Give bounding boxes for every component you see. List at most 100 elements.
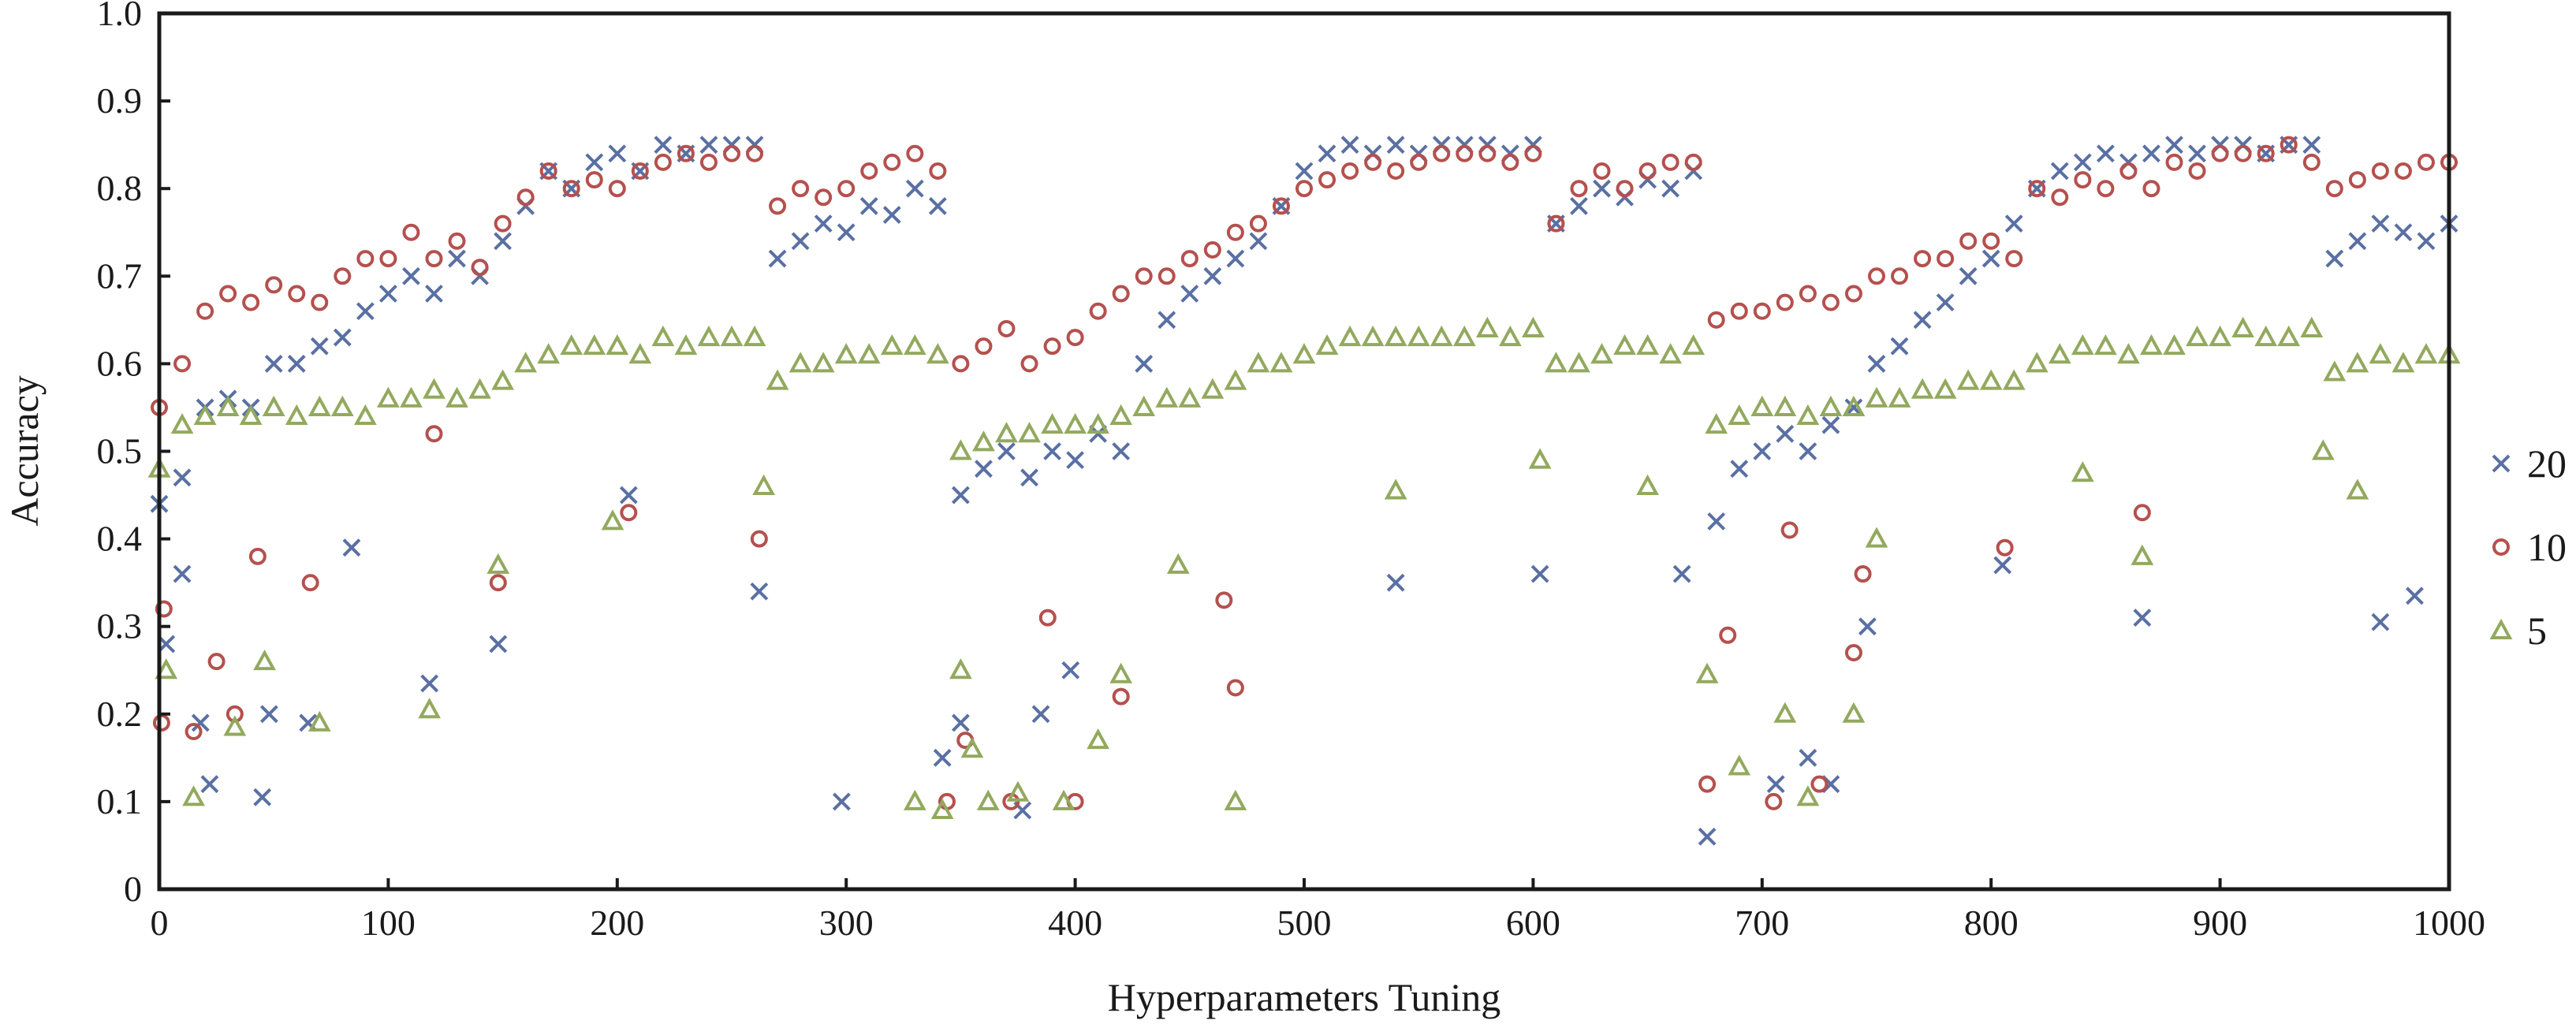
point-10 [288, 285, 306, 303]
point-10 [562, 180, 580, 198]
point-20 [356, 302, 375, 321]
point-20 [1993, 556, 2012, 575]
point-5 [1292, 343, 1316, 364]
point-5 [1865, 386, 1888, 408]
point-10 [425, 250, 443, 268]
point-20 [342, 538, 361, 557]
point-10 [1684, 153, 1702, 171]
point-20 [837, 223, 856, 242]
point-5 [930, 798, 954, 820]
point-5 [1842, 395, 1866, 416]
point-20 [2073, 153, 2092, 172]
point-5 [1384, 325, 1407, 347]
point-10 [1203, 240, 1221, 259]
point-10 [2028, 180, 2046, 198]
point-20 [1672, 564, 1691, 583]
point-10 [155, 600, 173, 618]
point-20 [1858, 617, 1877, 636]
point-5 [2254, 325, 2278, 347]
point-5 [537, 343, 561, 364]
point-10 [2074, 171, 2092, 189]
point-5 [1178, 386, 1202, 408]
point-5 [1041, 413, 1064, 434]
point-10 [699, 153, 718, 171]
point-10 [173, 355, 192, 373]
point-20 [2142, 144, 2160, 163]
point-5 [2071, 334, 2094, 356]
point-20 [1844, 398, 1863, 417]
point-5 [155, 658, 178, 680]
point-20 [1318, 144, 1336, 163]
point-10 [1937, 250, 1955, 268]
point-5 [2186, 325, 2209, 347]
point-10 [1066, 329, 1084, 347]
y-axis-ticks: 0 0.1 0.2 0.3 0.4 0.5 0.6 0.7 0.8 0.9 1.0 [97, 0, 170, 909]
point-20 [2302, 136, 2321, 155]
point-10 [1616, 180, 1634, 198]
point-20 [1295, 162, 1314, 181]
point-5 [308, 395, 331, 416]
point-5 [1613, 334, 1636, 356]
point-20 [1530, 564, 1549, 583]
point-10 [1547, 214, 1565, 233]
x-tick-label: 200 [590, 903, 644, 943]
point-5 [788, 352, 812, 373]
point-5 [2131, 544, 2154, 565]
point-5 [1224, 369, 1247, 390]
point-20 [882, 206, 901, 224]
point-10 [379, 250, 397, 268]
point-10 [2280, 136, 2298, 154]
point-5 [1728, 404, 1751, 426]
point-10 [1215, 591, 1233, 609]
point-10 [1959, 232, 1978, 250]
point-10 [723, 144, 740, 162]
point-5 [1728, 754, 1751, 776]
point-10 [1020, 355, 1038, 373]
y-tick-label: 0.2 [97, 694, 143, 734]
point-10 [1891, 267, 1909, 285]
point-20 [402, 266, 420, 285]
x-tick-label: 0 [151, 903, 169, 943]
point-5 [2323, 360, 2347, 382]
point-10 [1249, 214, 1267, 233]
y-tick-label: 0.1 [97, 781, 143, 821]
point-5 [903, 789, 926, 810]
point-20 [378, 285, 397, 303]
point-5 [1522, 316, 1545, 337]
point-5 [2163, 334, 2186, 356]
y-tick-label: 0.6 [97, 343, 143, 383]
point-20 [2406, 586, 2424, 605]
point-20 [1180, 285, 1199, 303]
point-20 [1890, 337, 1909, 356]
point-10 [2325, 180, 2343, 198]
point-20 [905, 179, 924, 198]
point-10 [1226, 223, 1244, 241]
point-10 [2165, 153, 2183, 171]
point-20 [2050, 162, 2069, 181]
point-5 [1819, 395, 1843, 416]
point-5 [811, 352, 835, 373]
point-5 [1750, 395, 1774, 416]
series-20 [150, 136, 2459, 846]
point-10 [2005, 250, 2023, 268]
point-10 [516, 188, 535, 207]
point-20 [619, 486, 638, 505]
point-10 [2133, 504, 2151, 522]
y-tick-label: 0.8 [97, 168, 143, 208]
point-5 [1064, 413, 1087, 434]
point-5 [1796, 785, 1820, 806]
point-20 [699, 136, 718, 155]
y-tick-label: 0.4 [97, 519, 143, 559]
point-10 [2348, 171, 2366, 189]
point-20 [1936, 293, 1955, 312]
point-5 [1773, 702, 1797, 723]
point-5 [2048, 343, 2071, 364]
point-10 [301, 574, 319, 592]
data-points [147, 136, 2461, 846]
point-5 [423, 378, 445, 399]
point-10 [1638, 162, 1657, 180]
point-10 [1524, 144, 1542, 162]
point-20 [2325, 249, 2344, 268]
y-tick-label: 0.5 [97, 431, 143, 471]
